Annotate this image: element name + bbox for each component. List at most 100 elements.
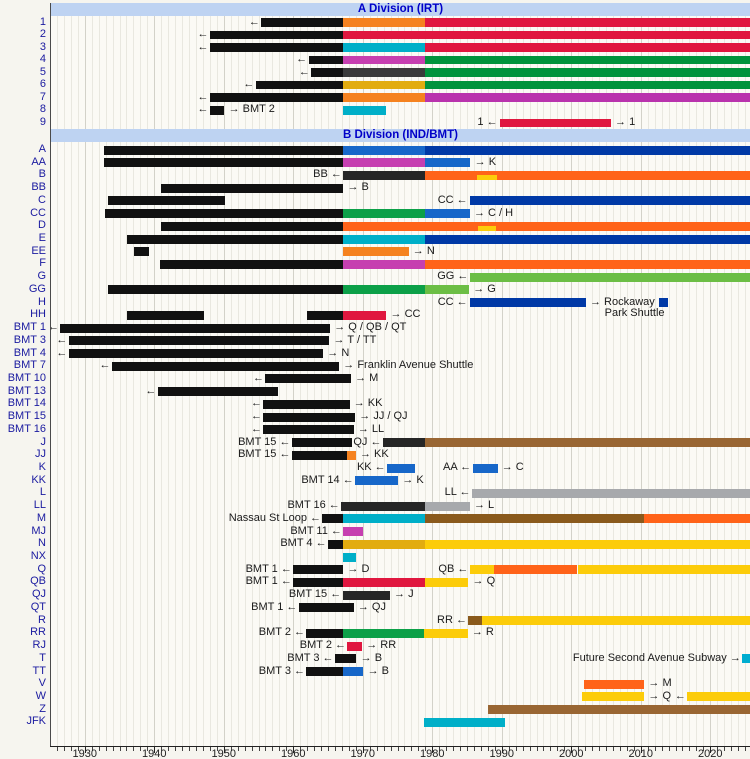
row-label-QB: QB [30,575,46,588]
row-annotation-BMT 14-0: ← [250,397,262,410]
axis-tick-1930 [84,747,86,753]
service-bar-4-3 [425,55,750,65]
gridline-2019 [703,16,705,746]
axis-tick-1943 [175,747,177,751]
row-annotation-BMT 16-0: ← [250,422,262,435]
gridline-1977 [411,16,413,746]
service-bar-HH-2 [343,310,387,320]
axis-tick-label-1960: 1960 [281,748,306,759]
axis-tick-label-1980: 1980 [420,748,445,759]
row-annotation-2-0: ← [197,28,209,41]
gridline-1952 [237,16,239,746]
row-label-RJ: RJ [32,639,46,652]
axis-tick-1942 [168,747,170,751]
service-bar-J-3 [382,438,426,448]
gridline-1976 [404,16,406,746]
axis-tick-1936 [126,747,128,751]
service-bar-K-1 [387,463,415,473]
row-annotation-G-0: GG ← [437,270,469,283]
gridline-1934 [112,16,114,746]
row-annotation-6-0: ← [243,78,255,91]
gridline-1931 [91,16,93,746]
service-bar-EE-1 [343,247,409,257]
service-bar-T-4 [742,654,750,664]
gridline-2006 [612,16,614,746]
service-bar-3-3 [425,43,750,52]
service-bar-MJ-1 [343,527,364,537]
gridline-1989 [494,16,496,746]
row-label-BB: BB [31,181,46,194]
service-bar-6-2 [343,80,426,90]
gridline-1972 [376,16,378,746]
row-label-3: 3 [39,40,46,53]
axis-tick-1979 [425,747,427,751]
service-bar-J-4 [425,438,750,448]
row-annotation-BMT 10-0: ← [253,371,265,384]
row-label-7: 7 [39,90,46,103]
service-bar-QT-1 [298,603,354,613]
row-label-KK: KK [31,473,46,486]
service-bar-NX-0 [343,552,356,562]
service-bar-M-1 [322,514,344,524]
service-bar-2-2 [343,30,750,40]
gridline-1985 [467,16,468,746]
gridline-1992 [515,16,517,746]
row-annotation-QT-2: → QJ [357,600,386,613]
axis-tick-1981 [439,747,441,751]
row-annotation-J-0: BMT 15 ← [238,435,291,448]
service-bar-QB-2 [343,577,426,587]
row-label-9: 9 [39,116,46,129]
axis-tick-1971 [369,747,371,751]
service-bar-1-2 [343,18,426,27]
row-label-BMT 16: BMT 16 [7,422,46,435]
row-annotation-1-0: ← [248,15,260,28]
service-bar-3-2 [343,43,426,52]
axis-tick-2009 [633,747,635,751]
gridline-1945 [189,16,190,746]
axis-tick-1982 [446,747,448,751]
service-bar-BMT 16-1 [263,425,354,435]
row-annotation-T-0: BMT 3 ← [287,651,334,664]
row-label-H: H [38,295,46,308]
service-bar-AA-0 [103,158,344,168]
row-label-BMT 13: BMT 13 [7,384,46,397]
row-label-F: F [39,257,46,270]
row-annotation-H-0: CC ← [437,295,468,308]
gridline-1982 [446,16,448,746]
row-annotation-BMT 15-2: → JJ / QJ [359,410,408,423]
axis-tick-2003 [592,747,594,751]
row-annotation-LL-3: → L [473,499,495,512]
axis-tick-1939 [147,747,149,751]
gridline-2007 [619,16,621,746]
service-bar-1-1 [261,18,344,27]
service-bar-BMT 7-1 [111,361,340,371]
row-annotation-C-1: CC ← [437,193,468,206]
service-bar-3-1 [209,43,344,52]
row-annotation-BMT 1-2: → Q / QB / QT [334,321,407,334]
gridline-2017 [689,16,691,746]
axis-tick-2008 [626,747,628,751]
service-bar-W-0 [581,692,645,702]
axis-tick-1945 [189,747,190,751]
service-bar-QB-3 [425,577,469,587]
row-annotation-TT-0: BMT 3 ← [258,664,306,677]
service-bar-T-1 [334,654,357,664]
axis-tick-1932 [98,747,100,751]
service-bar-D-0 [160,221,344,231]
axis-tick-1977 [411,747,413,751]
axis-tick-2010 [640,747,642,753]
service-bar-1-3 [425,18,750,27]
row-label-BMT 7: BMT 7 [13,359,46,372]
gridline-1994 [529,16,531,746]
axis-tick-2013 [661,747,663,751]
service-bar-BMT 4-1 [68,349,324,359]
service-bar-GG-2 [425,285,470,295]
row-annotation-V-1: → M [648,677,672,690]
gridline-1938 [140,16,142,746]
service-bar-JJ-1 [291,450,347,460]
axis-tick-1964 [321,747,323,751]
service-bar-BMT 1-1 [60,323,331,333]
service-bar-F-2 [425,259,750,269]
axis-tick-1983 [453,747,455,751]
